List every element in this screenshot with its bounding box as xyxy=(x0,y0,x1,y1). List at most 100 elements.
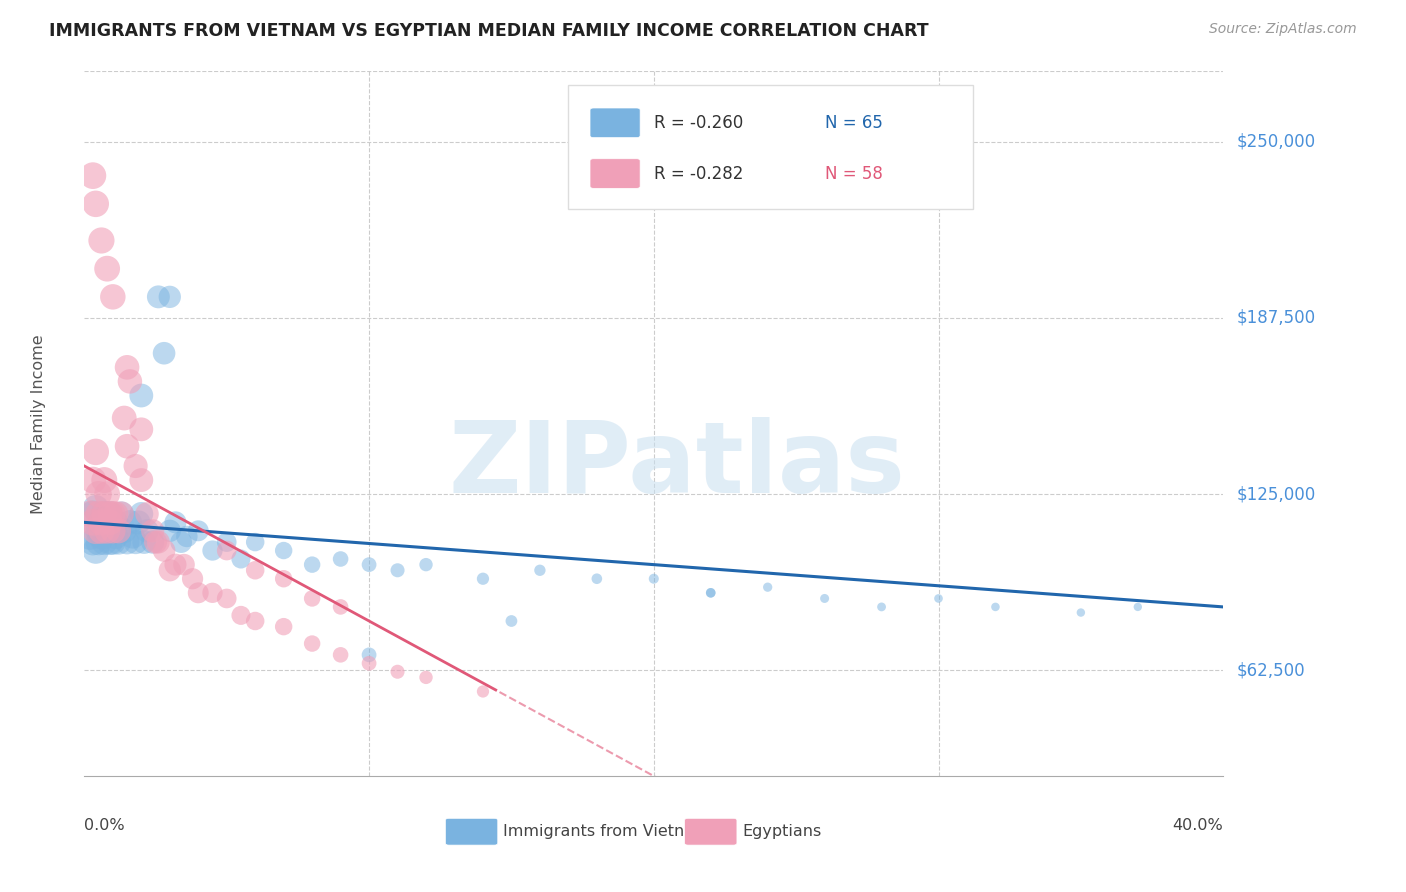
Point xyxy=(165,558,187,572)
Point xyxy=(814,591,837,606)
Point xyxy=(90,516,112,530)
Point xyxy=(329,552,352,566)
Point xyxy=(110,507,132,521)
Text: N = 58: N = 58 xyxy=(825,164,883,183)
Point xyxy=(229,608,252,623)
Point xyxy=(93,473,115,487)
Point xyxy=(329,648,352,662)
Point xyxy=(87,535,110,549)
Point xyxy=(101,535,124,549)
Point xyxy=(142,535,165,549)
Point xyxy=(136,524,159,538)
Point xyxy=(107,535,129,549)
Point xyxy=(387,563,409,577)
Point xyxy=(121,529,143,543)
Point xyxy=(101,290,124,304)
Point xyxy=(415,558,437,572)
Point xyxy=(93,507,115,521)
Point xyxy=(529,563,551,577)
Text: Median Family Income: Median Family Income xyxy=(31,334,46,514)
Point xyxy=(245,535,267,549)
Point xyxy=(215,543,238,558)
Point xyxy=(90,516,112,530)
FancyBboxPatch shape xyxy=(591,108,640,137)
Point xyxy=(131,507,153,521)
Point xyxy=(96,487,118,501)
FancyBboxPatch shape xyxy=(568,86,973,209)
Point xyxy=(104,529,127,543)
Text: ZIPatlas: ZIPatlas xyxy=(449,417,905,515)
Point xyxy=(96,261,118,276)
Point xyxy=(115,439,138,453)
Point xyxy=(700,586,723,600)
Point xyxy=(112,524,135,538)
Point xyxy=(415,670,437,684)
Point xyxy=(229,552,252,566)
Point xyxy=(187,586,209,600)
FancyBboxPatch shape xyxy=(591,159,640,188)
Point xyxy=(82,473,104,487)
Point xyxy=(273,543,295,558)
Point xyxy=(118,516,141,530)
Point xyxy=(84,197,107,211)
Point xyxy=(187,524,209,538)
Point xyxy=(301,591,323,606)
Point xyxy=(101,524,124,538)
Point xyxy=(104,516,127,530)
Point xyxy=(501,614,523,628)
Point xyxy=(273,572,295,586)
Point xyxy=(87,507,110,521)
FancyBboxPatch shape xyxy=(685,818,737,845)
Point xyxy=(181,572,204,586)
Point xyxy=(359,657,381,671)
Point xyxy=(472,684,495,698)
Point xyxy=(153,346,176,360)
Point xyxy=(118,375,141,389)
Point xyxy=(115,535,138,549)
Point xyxy=(115,360,138,375)
Text: N = 65: N = 65 xyxy=(825,114,883,132)
Text: Immigrants from Vietnam: Immigrants from Vietnam xyxy=(503,824,710,839)
Point xyxy=(1126,599,1149,614)
Point xyxy=(153,543,176,558)
Point xyxy=(79,529,101,543)
Point xyxy=(159,563,181,577)
Point xyxy=(127,516,149,530)
Point xyxy=(82,507,104,521)
Point xyxy=(90,234,112,248)
Text: R = -0.260: R = -0.260 xyxy=(654,114,742,132)
Text: $187,500: $187,500 xyxy=(1237,309,1316,327)
Point xyxy=(131,388,153,402)
Point xyxy=(101,507,124,521)
Point xyxy=(134,535,156,549)
Point xyxy=(79,507,101,521)
Point xyxy=(170,535,193,549)
Point xyxy=(82,169,104,183)
Text: $250,000: $250,000 xyxy=(1237,133,1316,151)
Point xyxy=(107,524,129,538)
Point xyxy=(98,507,121,521)
Point xyxy=(110,507,132,521)
Point xyxy=(84,501,107,516)
Point xyxy=(104,507,127,521)
Point xyxy=(1070,606,1092,620)
Point xyxy=(82,535,104,549)
Point xyxy=(136,507,159,521)
Point xyxy=(96,516,118,530)
Point xyxy=(700,586,723,600)
Point xyxy=(472,572,495,586)
Point xyxy=(273,620,295,634)
Point xyxy=(96,524,118,538)
Point xyxy=(101,524,124,538)
Point xyxy=(87,487,110,501)
Point xyxy=(928,591,950,606)
Point xyxy=(148,535,170,549)
Point xyxy=(96,524,118,538)
Point xyxy=(84,524,107,538)
Point xyxy=(84,445,107,459)
Point xyxy=(215,535,238,549)
Point xyxy=(643,572,665,586)
Point xyxy=(984,599,1007,614)
Text: 0.0%: 0.0% xyxy=(84,818,125,833)
Point xyxy=(87,524,110,538)
